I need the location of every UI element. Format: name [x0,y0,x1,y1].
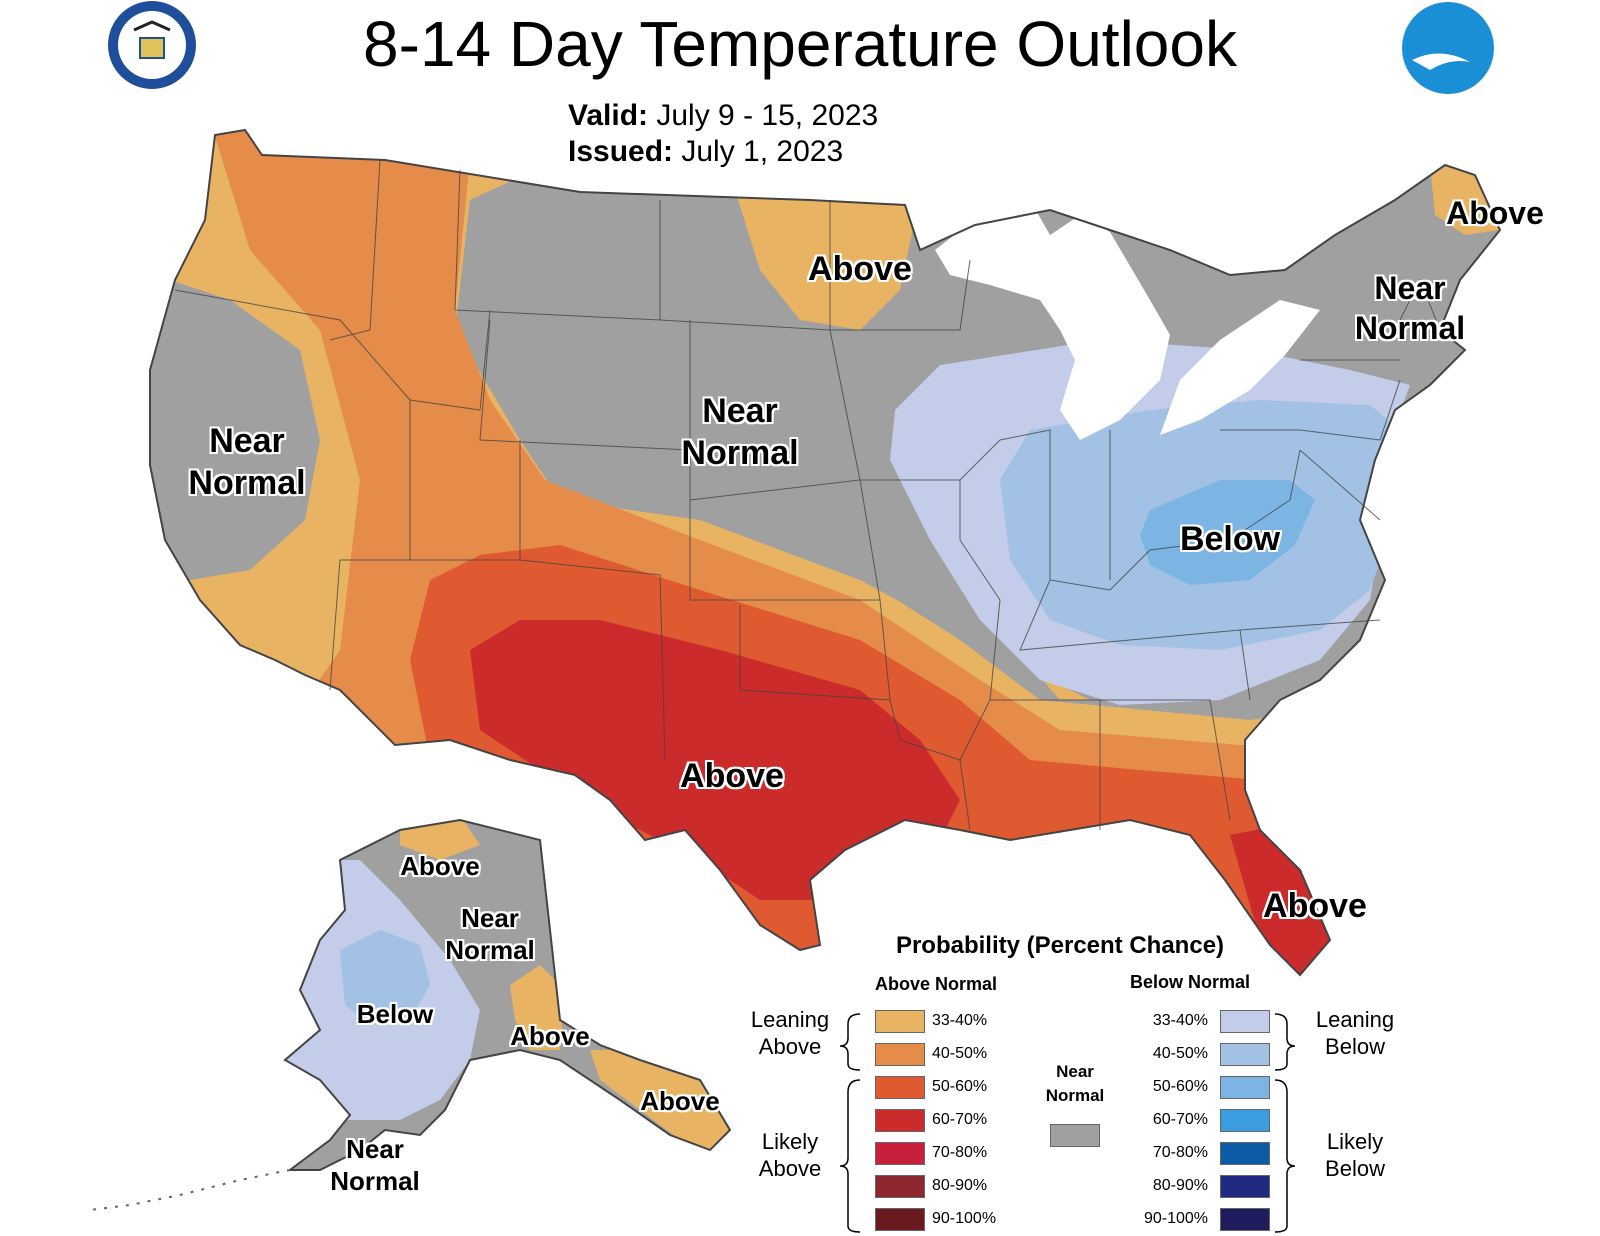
legend-above-swatch-1 [875,1043,925,1066]
valid-label: Valid: [568,99,649,132]
label-florida: Above [1263,887,1367,925]
legend-below-range-6: 90-100% [1143,1210,1208,1227]
legend-above-swatch-6 [875,1208,925,1231]
legend-below-range-5: 80-90% [1152,1177,1208,1194]
legend-above-swatch-2 [875,1076,925,1099]
legend-below-range-0: 33-40% [1152,1012,1208,1029]
legend-leaning-below: Leaning Below [1315,1007,1395,1059]
zone-above-60-70-fl [1230,825,1340,975]
legend-above-swatch-0 [875,1010,925,1033]
legend-above-range-4: 70-80% [932,1144,988,1161]
legend-title: Probability (Percent Chance) [895,932,1225,959]
legend-below-range-1: 40-50% [1152,1045,1208,1062]
legend-above-range-0: 33-40% [932,1012,988,1029]
great-lakes [935,200,1170,440]
legend-below-header: Below Normal [1130,972,1251,992]
legend-leaning-above: Leaning Above [750,1007,830,1059]
noaa-logo-icon [1402,2,1494,94]
label-ak-east: Above [510,1021,590,1051]
legend-below-range-4: 70-80% [1152,1144,1208,1161]
label-ak-central: Near Normal [445,903,535,965]
legend-below-swatch-0 [1220,1010,1270,1033]
legend-near-normal-label: Near Normal [1045,1062,1105,1105]
legend-above-header: Above Normal [875,974,998,994]
label-ohio-valley: Below [1179,520,1281,558]
legend-above-swatch-5 [875,1175,925,1198]
issued-value: July 1, 2023 [681,135,844,168]
legend-above-range-2: 50-60% [932,1078,988,1095]
legend-below-swatch-1 [1220,1043,1270,1066]
zone-below-50-60 [1140,480,1315,585]
label-south-central: Above [680,757,784,795]
legend-below-swatch-4 [1220,1142,1270,1165]
legend-below-range-3: 60-70% [1152,1111,1208,1128]
legend-below-range-2: 50-60% [1152,1078,1208,1095]
label-ak-south: Above [640,1086,720,1116]
issued-label: Issued: [568,135,674,168]
label-northeast: Near Normal [1354,270,1466,346]
label-northern-mn: Above [808,250,912,288]
ak-above-south [590,1050,730,1155]
legend-likely-below: Likely Below [1325,1129,1385,1181]
legend-below-swatch-5 [1220,1175,1270,1198]
zone-above-mn [735,190,920,330]
legend-likely-above: Likely Above [758,1129,822,1181]
valid-value: July 9 - 15, 2023 [656,99,879,132]
issued-date: Issued: July 1, 2023 [568,134,843,170]
label-ak-aleutians: Near Normal [330,1134,420,1196]
legend-above-range-3: 60-70% [932,1111,988,1128]
legend-above-range-5: 80-90% [932,1177,988,1194]
ak-above-east [510,965,565,1050]
ak-below-40-50 [340,930,430,1025]
commerce-seal-icon [108,1,196,89]
legend-near-normal-swatch [1050,1124,1100,1147]
label-ak-north: Above [400,851,480,881]
label-west-coast: Near Normal [188,422,306,502]
zone-above-60-70 [470,620,960,900]
legend-below-swatch-3 [1220,1109,1270,1132]
label-ak-west: Below [356,999,434,1029]
label-northern-plains: Near Normal [681,392,799,472]
legend-above-range-1: 40-50% [932,1045,988,1062]
legend-below-swatch-6 [1220,1208,1270,1231]
legend-above-swatch-3 [875,1109,925,1132]
legend-below-swatch-2 [1220,1076,1270,1099]
valid-dates: Valid: July 9 - 15, 2023 [568,98,878,134]
page-title: 8-14 Day Temperature Outlook [363,8,1237,80]
zone-near-normal-west [150,270,320,580]
label-maine: Above [1446,195,1544,231]
state-lines [174,159,1441,831]
legend-above-swatch-4 [875,1142,925,1165]
legend-above-range-6: 90-100% [932,1210,997,1227]
